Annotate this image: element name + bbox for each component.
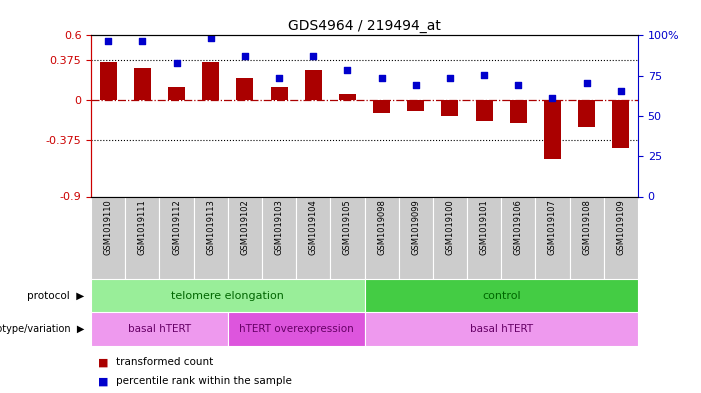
Bar [604, 196, 638, 279]
Text: GSM1019106: GSM1019106 [514, 199, 523, 255]
Point [171, 60, 182, 66]
Text: GSM1019103: GSM1019103 [275, 199, 284, 255]
Bar [407, 100, 424, 110]
Bar [193, 196, 228, 279]
Text: percentile rank within the sample: percentile rank within the sample [116, 376, 292, 386]
Text: telomere elongation: telomere elongation [171, 291, 285, 301]
Text: genotype/variation  ▶: genotype/variation ▶ [0, 324, 84, 334]
Bar [373, 100, 390, 113]
Point [342, 66, 353, 73]
Bar [271, 87, 287, 100]
Text: GSM1019110: GSM1019110 [104, 199, 113, 255]
Bar [433, 196, 467, 279]
Bar [236, 78, 254, 100]
Bar [399, 196, 433, 279]
Bar [91, 196, 125, 279]
Text: GSM1019108: GSM1019108 [582, 199, 591, 255]
Bar [442, 100, 458, 116]
Text: GSM1019101: GSM1019101 [479, 199, 489, 255]
Text: GSM1019102: GSM1019102 [240, 199, 250, 255]
Bar [297, 196, 330, 279]
Bar [125, 196, 160, 279]
Point [581, 79, 592, 86]
Bar [305, 70, 322, 100]
Point [512, 82, 524, 88]
Bar [569, 196, 604, 279]
Bar [339, 94, 356, 100]
Text: ■: ■ [98, 357, 109, 367]
Point [615, 88, 627, 94]
Point [308, 53, 319, 59]
Point [205, 35, 217, 41]
Bar [91, 312, 228, 346]
Bar [467, 196, 501, 279]
Bar [536, 196, 570, 279]
Text: basal hTERT: basal hTERT [470, 324, 533, 334]
Text: GSM1019107: GSM1019107 [548, 199, 557, 255]
Point [547, 95, 558, 101]
Bar [228, 196, 262, 279]
Bar [134, 68, 151, 100]
Text: GSM1019099: GSM1019099 [411, 199, 421, 255]
Point [376, 75, 387, 81]
Bar [202, 62, 219, 100]
Text: transformed count: transformed count [116, 357, 213, 367]
Bar [91, 279, 365, 312]
Point [239, 53, 250, 59]
Bar [578, 100, 595, 127]
Bar [365, 312, 638, 346]
Text: ■: ■ [98, 376, 109, 386]
Text: GSM1019098: GSM1019098 [377, 199, 386, 255]
Text: GSM1019105: GSM1019105 [343, 199, 352, 255]
Bar [365, 196, 399, 279]
Bar [330, 196, 365, 279]
Text: protocol  ▶: protocol ▶ [27, 291, 84, 301]
Bar [544, 100, 561, 159]
Point [479, 72, 490, 78]
Bar [262, 196, 296, 279]
Text: GSM1019100: GSM1019100 [445, 199, 454, 255]
Bar [475, 100, 493, 121]
Bar [510, 100, 527, 123]
Point [410, 82, 421, 88]
Text: control: control [482, 291, 521, 301]
Text: basal hTERT: basal hTERT [128, 324, 191, 334]
Bar [160, 196, 193, 279]
Point [273, 75, 285, 81]
Bar [228, 312, 365, 346]
Text: GSM1019112: GSM1019112 [172, 199, 181, 255]
Text: GSM1019111: GSM1019111 [138, 199, 147, 255]
Text: GSM1019109: GSM1019109 [616, 199, 625, 255]
Text: GSM1019104: GSM1019104 [308, 199, 318, 255]
Point [102, 38, 114, 44]
Point [444, 75, 456, 81]
Bar [100, 62, 117, 100]
Bar [612, 100, 629, 148]
Bar [501, 196, 536, 279]
Point [137, 38, 148, 44]
Text: GSM1019113: GSM1019113 [206, 199, 215, 255]
Text: hTERT overexpression: hTERT overexpression [239, 324, 353, 334]
Bar [168, 87, 185, 100]
Bar [365, 279, 638, 312]
Title: GDS4964 / 219494_at: GDS4964 / 219494_at [288, 19, 441, 33]
